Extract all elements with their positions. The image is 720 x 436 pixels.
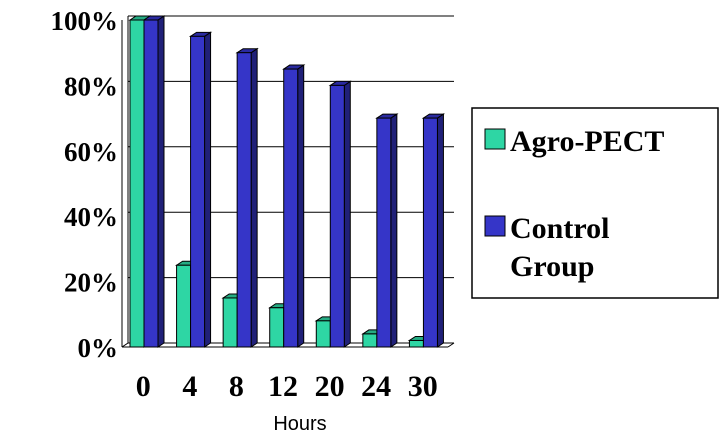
x-tick-labels: 0 4 8 12 20 24 30 bbox=[136, 370, 438, 403]
bar bbox=[421, 113, 446, 348]
y-tick-label: 100% bbox=[51, 6, 119, 36]
legend-box bbox=[471, 107, 719, 299]
y-tick-label: 60% bbox=[64, 137, 118, 167]
legend: Agro-PECT Control Group bbox=[471, 107, 719, 299]
y-tick-label: 40% bbox=[64, 202, 118, 232]
x-tick-label: 0 bbox=[136, 370, 151, 403]
axis-line bbox=[447, 342, 455, 348]
y-tick-label: 80% bbox=[64, 71, 118, 101]
axis-line bbox=[121, 342, 129, 348]
bar bbox=[235, 47, 259, 348]
x-tick-label: 8 bbox=[229, 370, 244, 403]
legend-label: Group bbox=[510, 250, 594, 283]
bar bbox=[282, 64, 306, 348]
legend-entry: Agro-PECT bbox=[484, 125, 664, 158]
bars bbox=[128, 15, 446, 348]
bar bbox=[328, 80, 352, 348]
x-axis-label: Hours bbox=[273, 413, 326, 435]
x-tick-label: 4 bbox=[182, 370, 197, 403]
y-tick-label: 0% bbox=[78, 333, 119, 363]
y-tick-label: 20% bbox=[64, 268, 118, 298]
bar bbox=[188, 31, 213, 348]
x-tick-label: 30 bbox=[408, 370, 438, 403]
legend-entry: Control Group bbox=[484, 212, 609, 283]
legend-swatch bbox=[484, 128, 506, 150]
bar bbox=[375, 113, 399, 348]
bar bbox=[142, 15, 166, 348]
x-tick-label: 20 bbox=[315, 370, 345, 403]
legend-swatch bbox=[484, 215, 506, 237]
y-tick-labels: 0% 20% 40% 60% 80% 100% bbox=[51, 6, 119, 363]
x-tick-label: 24 bbox=[361, 370, 391, 403]
x-tick-label: 12 bbox=[268, 370, 298, 403]
legend-label: Agro-PECT bbox=[510, 125, 664, 158]
legend-label: Control bbox=[510, 212, 609, 245]
